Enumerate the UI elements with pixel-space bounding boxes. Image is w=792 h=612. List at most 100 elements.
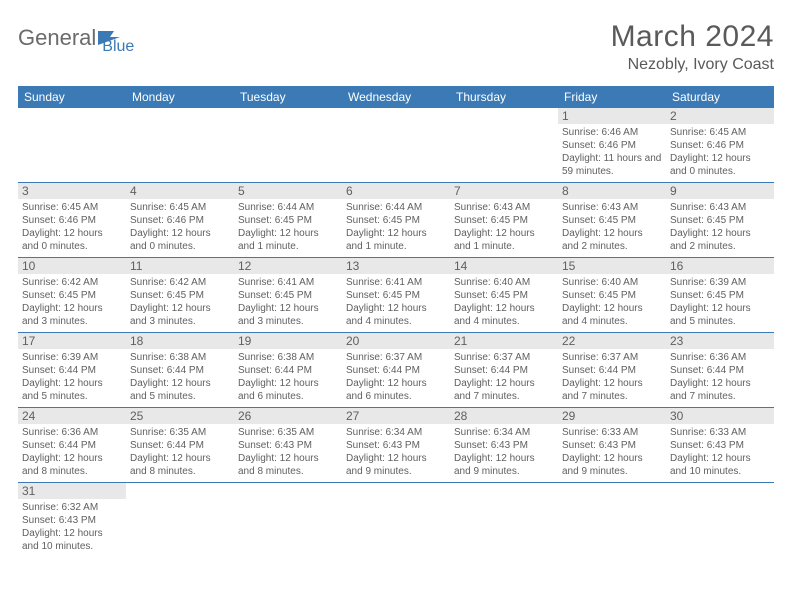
daylight-text: Daylight: 12 hours and 8 minutes. — [238, 452, 338, 478]
day-cell: 29Sunrise: 6:33 AMSunset: 6:43 PMDayligh… — [558, 408, 666, 483]
title-location: Nezobly, Ivory Coast — [611, 56, 774, 74]
sunrise-text: Sunrise: 6:43 AM — [454, 201, 554, 214]
day-cell — [342, 108, 450, 183]
day-number: 6 — [342, 183, 450, 199]
day-info: Sunrise: 6:44 AMSunset: 6:45 PMDaylight:… — [346, 201, 446, 253]
day-info: Sunrise: 6:41 AMSunset: 6:45 PMDaylight:… — [346, 276, 446, 328]
day-number: 20 — [342, 333, 450, 349]
day-info: Sunrise: 6:44 AMSunset: 6:45 PMDaylight:… — [238, 201, 338, 253]
day-cell: 12Sunrise: 6:41 AMSunset: 6:45 PMDayligh… — [234, 258, 342, 333]
daylight-text: Daylight: 12 hours and 1 minute. — [346, 227, 446, 253]
day-header: Saturday — [666, 86, 774, 108]
sunset-text: Sunset: 6:43 PM — [346, 439, 446, 452]
sunrise-text: Sunrise: 6:43 AM — [670, 201, 770, 214]
day-cell: 3Sunrise: 6:45 AMSunset: 6:46 PMDaylight… — [18, 183, 126, 258]
day-info: Sunrise: 6:37 AMSunset: 6:44 PMDaylight:… — [454, 351, 554, 403]
day-number: 10 — [18, 258, 126, 274]
day-info: Sunrise: 6:43 AMSunset: 6:45 PMDaylight:… — [454, 201, 554, 253]
week-row: 24 Sunrise: 6:36 AMSunset: 6:44 PMDayligh… — [18, 408, 774, 483]
day-number: 28 — [450, 408, 558, 424]
daylight-text: Daylight: 12 hours and 2 minutes. — [670, 227, 770, 253]
day-cell: 24 Sunrise: 6:36 AMSunset: 6:44 PMDayligh… — [18, 408, 126, 483]
day-header: Tuesday — [234, 86, 342, 108]
day-info: Sunrise: 6:38 AMSunset: 6:44 PMDaylight:… — [130, 351, 230, 403]
sunset-text: Sunset: 6:46 PM — [22, 214, 122, 227]
day-header: Sunday — [18, 86, 126, 108]
day-number: 8 — [558, 183, 666, 199]
daylight-text: Daylight: 12 hours and 9 minutes. — [346, 452, 446, 478]
day-cell — [234, 108, 342, 183]
day-info: Sunrise: 6:42 AMSunset: 6:45 PMDaylight:… — [22, 276, 122, 328]
daylight-text: Daylight: 12 hours and 5 minutes. — [130, 377, 230, 403]
day-number: 27 — [342, 408, 450, 424]
daylight-text: Daylight: 12 hours and 9 minutes. — [562, 452, 662, 478]
sunrise-text: Sunrise: 6:34 AM — [454, 426, 554, 439]
day-number: 5 — [234, 183, 342, 199]
daylight-text: Daylight: 12 hours and 10 minutes. — [22, 527, 122, 553]
sunrise-text: Sunrise: 6:40 AM — [562, 276, 662, 289]
sunrise-text: Sunrise: 6:35 AM — [130, 426, 230, 439]
daylight-text: Daylight: 12 hours and 3 minutes. — [238, 302, 338, 328]
sunset-text: Sunset: 6:44 PM — [454, 364, 554, 377]
logo-text-blue: Blue — [102, 38, 134, 56]
daylight-text: Daylight: 12 hours and 3 minutes. — [22, 302, 122, 328]
daylight-text: Daylight: 12 hours and 4 minutes. — [346, 302, 446, 328]
sunset-text: Sunset: 6:45 PM — [346, 289, 446, 302]
sunset-text: Sunset: 6:44 PM — [130, 364, 230, 377]
day-info: Sunrise: 6:39 AMSunset: 6:44 PMDaylight:… — [22, 351, 122, 403]
sunrise-text: Sunrise: 6:38 AM — [130, 351, 230, 364]
day-number: 13 — [342, 258, 450, 274]
day-cell: 13 Sunrise: 6:41 AMSunset: 6:45 PMDayligh… — [342, 258, 450, 333]
day-number: 24 — [18, 408, 126, 424]
day-number: 7 — [450, 183, 558, 199]
day-cell — [450, 108, 558, 183]
sunset-text: Sunset: 6:46 PM — [670, 139, 770, 152]
day-number: 14 — [450, 258, 558, 274]
daylight-text: Daylight: 12 hours and 5 minutes. — [22, 377, 122, 403]
daylight-text: Daylight: 12 hours and 6 minutes. — [238, 377, 338, 403]
day-number: 12 — [234, 258, 342, 274]
day-cell: 20 Sunrise: 6:37 AMSunset: 6:44 PMDayligh… — [342, 333, 450, 408]
day-number: 26 — [234, 408, 342, 424]
daylight-text: Daylight: 12 hours and 1 minute. — [238, 227, 338, 253]
week-row: 31Sunrise: 6:32 AMSunset: 6:43 PMDayligh… — [18, 483, 774, 558]
day-header: Monday — [126, 86, 234, 108]
day-number: 17 — [18, 333, 126, 349]
day-info: Sunrise: 6:37 AMSunset: 6:44 PMDaylight:… — [346, 351, 446, 403]
day-cell: 25Sunrise: 6:35 AMSunset: 6:44 PMDayligh… — [126, 408, 234, 483]
day-cell: 9Sunrise: 6:43 AMSunset: 6:45 PMDaylight… — [666, 183, 774, 258]
week-row: 17 Sunrise: 6:39 AMSunset: 6:44 PMDayligh… — [18, 333, 774, 408]
day-cell: 17 Sunrise: 6:39 AMSunset: 6:44 PMDayligh… — [18, 333, 126, 408]
day-cell — [558, 483, 666, 558]
sunset-text: Sunset: 6:43 PM — [22, 514, 122, 527]
day-cell — [450, 483, 558, 558]
sunrise-text: Sunrise: 6:43 AM — [562, 201, 662, 214]
day-number: 11 — [126, 258, 234, 274]
day-cell: 26Sunrise: 6:35 AMSunset: 6:43 PMDayligh… — [234, 408, 342, 483]
sunset-text: Sunset: 6:43 PM — [670, 439, 770, 452]
week-row: 1Sunrise: 6:46 AMSunset: 6:46 PMDaylight… — [18, 108, 774, 183]
sunset-text: Sunset: 6:44 PM — [346, 364, 446, 377]
daylight-text: Daylight: 12 hours and 3 minutes. — [130, 302, 230, 328]
day-cell — [18, 108, 126, 183]
day-info: Sunrise: 6:33 AMSunset: 6:43 PMDaylight:… — [562, 426, 662, 478]
day-cell: 22Sunrise: 6:37 AMSunset: 6:44 PMDayligh… — [558, 333, 666, 408]
day-info: Sunrise: 6:34 AMSunset: 6:43 PMDaylight:… — [454, 426, 554, 478]
day-cell: 28 Sunrise: 6:34 AMSunset: 6:43 PMDayligh… — [450, 408, 558, 483]
day-info: Sunrise: 6:33 AMSunset: 6:43 PMDaylight:… — [670, 426, 770, 478]
sunset-text: Sunset: 6:44 PM — [22, 364, 122, 377]
day-info: Sunrise: 6:36 AMSunset: 6:44 PMDaylight:… — [22, 426, 122, 478]
day-info: Sunrise: 6:45 AMSunset: 6:46 PMDaylight:… — [670, 126, 770, 178]
title-block: March 2024 Nezobly, Ivory Coast — [611, 20, 774, 74]
day-cell — [126, 483, 234, 558]
day-number: 18 — [126, 333, 234, 349]
day-cell: 19Sunrise: 6:38 AMSunset: 6:44 PMDayligh… — [234, 333, 342, 408]
day-info: Sunrise: 6:38 AMSunset: 6:44 PMDaylight:… — [238, 351, 338, 403]
day-cell — [666, 483, 774, 558]
day-number: 31 — [18, 483, 126, 499]
day-info: Sunrise: 6:45 AMSunset: 6:46 PMDaylight:… — [22, 201, 122, 253]
day-number: 23 — [666, 333, 774, 349]
day-cell: 27Sunrise: 6:34 AMSunset: 6:43 PMDayligh… — [342, 408, 450, 483]
daylight-text: Daylight: 12 hours and 1 minute. — [454, 227, 554, 253]
day-number: 2 — [666, 108, 774, 124]
